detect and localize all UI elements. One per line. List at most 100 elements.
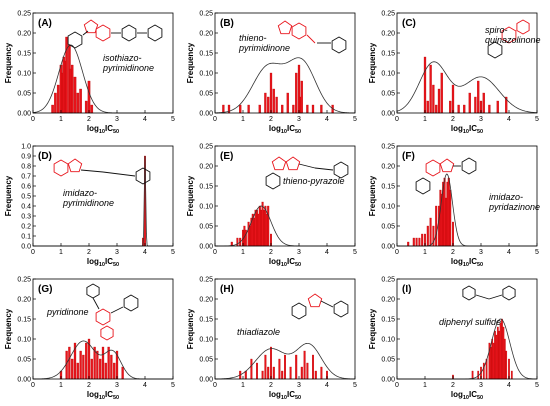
fit-curve [397, 318, 537, 380]
x-tick-label: 5 [171, 249, 175, 256]
x-tick-label: 5 [535, 249, 539, 256]
histogram-bar [418, 237, 421, 247]
histogram-bar [423, 56, 427, 114]
histogram-bar [440, 72, 443, 114]
x-tick-label: 0 [395, 116, 399, 123]
y-tick-label: 0.05 [17, 90, 31, 97]
x-tick-label: 0 [213, 382, 217, 389]
y-tick-label: 0.20 [199, 296, 213, 303]
y-axis-label: Frequency [368, 175, 377, 216]
x-tick-label: 0 [395, 382, 399, 389]
histogram-bar [491, 338, 494, 380]
histogram-bar [70, 64, 74, 114]
histogram-bar [501, 318, 503, 380]
x-tick-label: 4 [325, 382, 329, 389]
y-tick-label: 0.20 [17, 296, 31, 303]
x-tick-label: 0 [213, 116, 217, 123]
x-tick-label: 1 [423, 382, 427, 389]
histogram-bar [110, 354, 113, 380]
axes-frame [396, 145, 538, 247]
panel-label: (I) [402, 284, 411, 295]
compound-name: imidazo-pyrimidinone [62, 188, 114, 208]
x-tick-label: 0 [395, 249, 399, 256]
histogram-bar [267, 205, 270, 247]
x-tick-label: 3 [479, 249, 483, 256]
y-tick-label: 0.25 [381, 10, 395, 17]
panel-label: (G) [38, 284, 52, 295]
histogram-bar [451, 84, 455, 114]
histogram-bar [281, 370, 284, 380]
y-tick-label: 0.15 [199, 183, 213, 190]
x-tick-label: 5 [353, 249, 357, 256]
histogram-bar [477, 80, 480, 114]
y-axis-label: Frequency [4, 175, 13, 216]
y-tick-label: 0.10 [381, 203, 395, 210]
histogram-bar [269, 72, 273, 114]
y-axis-label: Frequency [4, 308, 13, 349]
molecule-structure [53, 158, 151, 185]
y-tick-label: 0.15 [199, 316, 213, 323]
y-tick-label: 0.5 [21, 193, 31, 200]
axes-frame [396, 12, 538, 114]
x-tick-label: 3 [297, 382, 301, 389]
y-tick-label: 0.8 [21, 163, 31, 170]
x-tick-label: 4 [507, 116, 511, 123]
histogram-bar [71, 358, 74, 380]
histogram-bar [300, 366, 303, 380]
histogram-bar [303, 350, 306, 380]
histogram-bar [286, 92, 289, 114]
x-tick-label: 1 [423, 116, 427, 123]
y-axis-label: Frequency [186, 175, 195, 216]
histogram-bar [104, 362, 107, 380]
compound-name: spiro-quinazolinone [485, 25, 541, 45]
histogram-bar [90, 358, 93, 380]
panel-label: (H) [220, 284, 234, 295]
x-tick-label: 1 [241, 116, 245, 123]
histogram-bar [499, 322, 502, 380]
x-tick-label: 5 [535, 116, 539, 123]
y-tick-label: 0.00 [381, 110, 395, 117]
y-tick-label: 0.15 [17, 316, 31, 323]
histogram-bar [244, 370, 247, 380]
histogram-bar [415, 237, 418, 247]
histogram-bar [56, 84, 60, 114]
x-tick-label: 2 [87, 382, 91, 389]
y-tick-label: 0.20 [199, 30, 213, 37]
y-tick-label: 0.25 [199, 10, 213, 17]
histogram-bar [426, 225, 429, 247]
x-tick-label: 2 [269, 382, 273, 389]
histogram-bar [432, 84, 435, 114]
y-tick-label: 0.10 [17, 70, 31, 77]
histogram-bar [503, 338, 506, 380]
compound-name: imidazo-pyridazinone [488, 192, 540, 212]
histogram-bar [510, 370, 513, 380]
panel-label: (F) [402, 151, 415, 162]
histogram-bar [270, 346, 272, 380]
fit-curve [214, 57, 355, 114]
histogram-bar [99, 358, 102, 380]
y-tick-label: 0.10 [17, 336, 31, 343]
panel: 0 1 2 3 4 5 0.00 0.05 0.10 0.15 0.20 0.25 log10IC50 F… [186, 10, 357, 135]
x-tick-label: 2 [451, 249, 455, 256]
panel-label: (C) [402, 18, 416, 29]
y-axis-label: Frequency [368, 308, 377, 349]
histogram-bar [295, 354, 298, 380]
x-tick-label: 5 [353, 382, 357, 389]
x-axis-label: log10IC50 [87, 124, 119, 135]
molecule-structure [415, 157, 477, 195]
x-axis-label: log10IC50 [451, 257, 483, 268]
compound-name: thieno-pyrimidinone [238, 33, 290, 53]
y-tick-label: 0.20 [17, 30, 31, 37]
compound-name: diphenyl sulfide [439, 317, 501, 327]
histogram-bar [471, 370, 474, 380]
x-tick-label: 2 [451, 116, 455, 123]
x-tick-label: 4 [325, 116, 329, 123]
y-tick-label: 0.15 [381, 50, 395, 57]
histogram-bar [275, 96, 278, 114]
histogram-bar [311, 104, 315, 114]
x-tick-label: 4 [507, 249, 511, 256]
histogram-bar [247, 104, 250, 114]
histogram-bar [292, 104, 295, 114]
compound-name: pyridinone [46, 307, 89, 317]
